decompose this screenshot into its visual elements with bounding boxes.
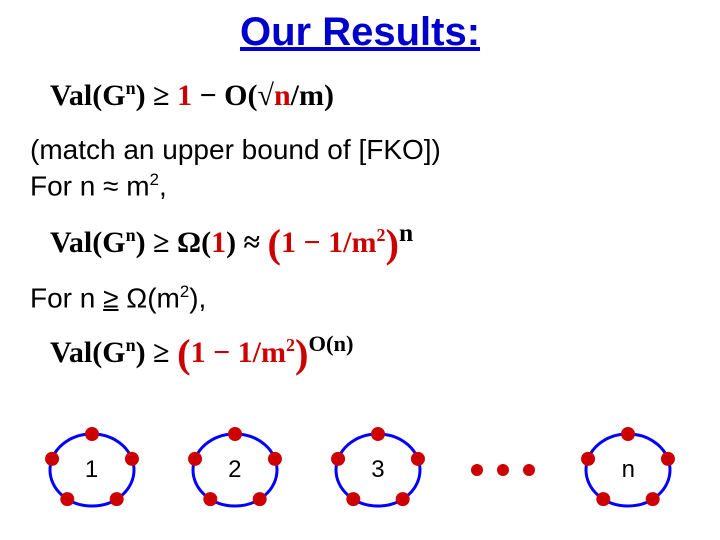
line-for-n-omega: For n ≥ Ω(m2), <box>30 282 206 314</box>
formula-3: Val(Gn) ≥ (1 − 1/m2)O(n) <box>50 330 354 377</box>
cycle-graph: n <box>578 420 678 520</box>
cycle-graph: 1 <box>42 420 142 520</box>
graph-label: 1 <box>85 456 98 484</box>
formula-1: Val(Gn) ≥ 1 − O(√n/m) <box>50 78 334 113</box>
graph-label: 3 <box>371 456 384 484</box>
graph-label: n <box>622 456 635 484</box>
cycle-graph: 2 <box>185 420 285 520</box>
line-for-n-m2: For n ≈ m2, <box>30 170 167 202</box>
slide-title: Our Results: <box>0 10 720 55</box>
formula-2: Val(Gn) ≥ Ω(1) ≈ (1 − 1/m2)n <box>50 218 413 267</box>
ellipsis-dots <box>471 464 535 476</box>
cycle-graph: 3 <box>328 420 428 520</box>
line-match: (match an upper bound of [FKO]) <box>30 134 441 166</box>
graph-label: 2 <box>228 456 241 484</box>
graph-row: 1 2 3 n <box>0 420 720 520</box>
